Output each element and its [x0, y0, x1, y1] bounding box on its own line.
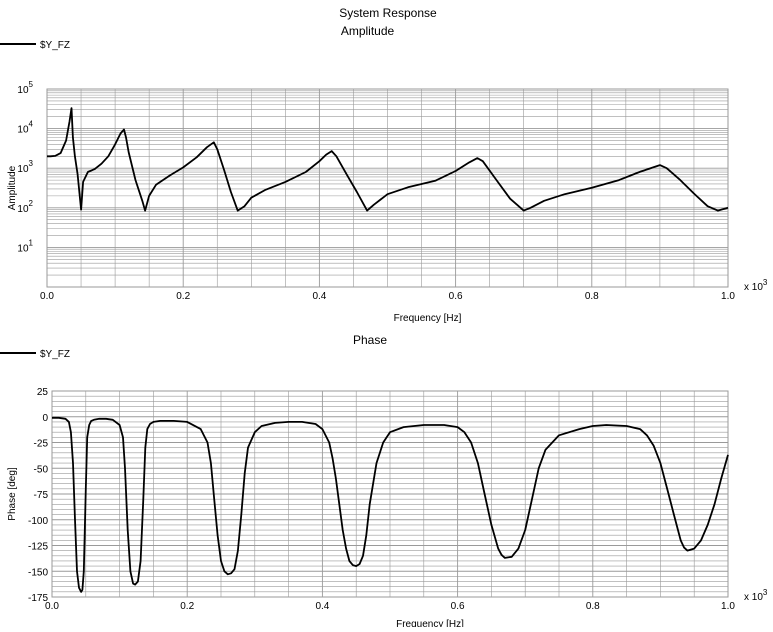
y-tick-exponent: 1	[29, 238, 34, 247]
x-tick-label: 0.8	[585, 291, 599, 302]
x-tick-label: 0.0	[40, 291, 54, 302]
chart-phase-panel: Phase $Y_FZ 0.0 0.2 0.4 0.6 0.8 1.0 x 103 25 0 -25 -…	[0, 333, 768, 630]
y-tick-label: -150	[28, 567, 48, 578]
y-tick-label: 0	[42, 413, 48, 424]
x-tick-label: 0.6	[449, 291, 463, 302]
plot-frame	[51, 390, 729, 598]
y-tick-label: -175	[28, 593, 48, 604]
series-line	[52, 416, 729, 593]
x-axis-multiplier: x 103	[744, 588, 768, 603]
legend-label: $Y_FZ	[40, 349, 70, 360]
y-tick-label: 101	[17, 238, 33, 254]
x-tick-label: 0.4	[312, 291, 326, 302]
y-tick-label: 104	[17, 120, 33, 136]
y-tick-exponent: 3	[29, 159, 34, 168]
y-tick-label: 102	[17, 199, 33, 215]
chart-amplitude-panel: Amplitude $Y_FZ 0.0 0.2 0.4 0.6 0.8 1.0 x 103 101…	[0, 24, 768, 324]
x-tick-label: 0.8	[586, 601, 600, 612]
x-tick-label: 0.0	[45, 601, 59, 612]
plot-frame	[46, 88, 729, 288]
y-tick-label: 25	[37, 387, 49, 398]
x-axis-multiplier-exponent: 3	[763, 278, 768, 287]
x-axis-label: Frequency [Hz]	[394, 313, 462, 324]
x-axis-multiplier-exponent: 3	[763, 588, 768, 597]
y-axis-label: Phase [deg]	[7, 467, 18, 521]
y-tick-label: -50	[34, 464, 49, 475]
x-tick-label: 0.4	[315, 601, 329, 612]
y-tick-label: -25	[34, 439, 49, 450]
y-tick-label: -125	[28, 542, 48, 553]
y-tick-label: 105	[17, 80, 33, 96]
x-axis-label: Frequency [Hz]	[396, 619, 464, 627]
y-tick-exponent: 4	[29, 120, 34, 129]
x-tick-label: 0.2	[180, 601, 194, 612]
x-tick-label: 1.0	[721, 601, 735, 612]
figure-title: System Response	[339, 6, 437, 20]
y-tick-exponent: 5	[29, 80, 34, 89]
y-tick-label: 103	[17, 159, 33, 175]
y-axis-label: Amplitude	[7, 165, 18, 210]
x-tick-label: 0.2	[176, 291, 190, 302]
series-line	[47, 107, 729, 212]
y-tick-exponent: 2	[29, 199, 34, 208]
y-tick-label: -100	[28, 516, 48, 527]
x-axis-multiplier: x 103	[744, 278, 768, 293]
legend-label: $Y_FZ	[40, 40, 70, 51]
x-tick-label: 1.0	[721, 291, 735, 302]
chart-title: Amplitude	[341, 24, 395, 38]
y-tick-label: -75	[34, 490, 49, 501]
x-tick-label: 0.6	[451, 601, 465, 612]
chart-title: Phase	[353, 333, 387, 347]
grid-lines	[46, 89, 729, 288]
